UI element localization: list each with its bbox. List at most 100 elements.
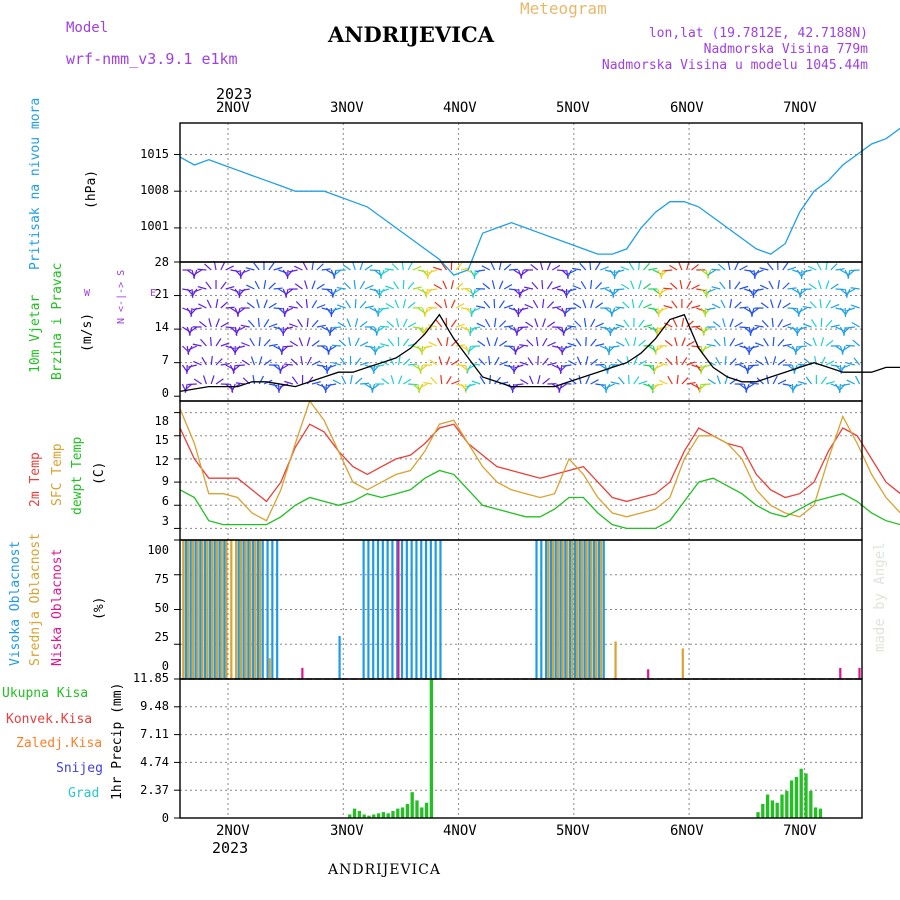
wind-barb: [759, 267, 769, 271]
wind-barb: [351, 261, 356, 271]
wind-barb: [283, 363, 293, 366]
wind-barb: [359, 361, 369, 366]
wind-barb: [825, 360, 835, 366]
wind-barb: [354, 377, 363, 385]
wind-barb: [546, 281, 553, 290]
wind-barb: [321, 268, 331, 271]
wind-barb: [744, 269, 754, 273]
wind-barb: [847, 269, 856, 277]
wind-barb: [755, 269, 764, 275]
wind-barb: [595, 302, 604, 309]
wind-barb: [237, 307, 246, 314]
precip-bar: [362, 814, 366, 818]
wind-barb: [380, 360, 390, 366]
x-label-top-2nov: 2NOV: [216, 100, 250, 116]
wind-barb: [209, 336, 212, 347]
wind-barb: [333, 269, 342, 277]
wind-barb: [600, 266, 609, 271]
high-cloud-bar: [242, 540, 245, 679]
wind-barb: [658, 362, 668, 366]
wind-barb: [782, 262, 789, 271]
wind-barb: [719, 281, 726, 290]
precip-bar: [405, 803, 410, 818]
high-cloud-bar: [420, 540, 423, 679]
precip-legend-conv: Konvek.Kisa: [6, 712, 93, 727]
wind-barb: [189, 326, 198, 333]
wind-barb: [782, 323, 792, 328]
mid-cloud-bar: [225, 540, 228, 679]
wind-barb: [380, 288, 390, 293]
wind-barb: [663, 269, 673, 272]
series-layer: [179, 127, 900, 818]
high-cloud-bar: [208, 540, 212, 679]
wind-barb: [263, 319, 270, 328]
wind-barb: [182, 288, 192, 292]
wind-barb: [353, 279, 356, 290]
wind-barb: [191, 288, 198, 297]
wind-barb: [696, 288, 706, 292]
wind-barb: [412, 286, 422, 290]
wind-barb: [582, 299, 587, 309]
wind-barb: [494, 337, 499, 347]
wind-barb: [204, 263, 212, 271]
wind-barb: [225, 265, 234, 271]
wind-barb: [750, 326, 760, 332]
wind-barb: [850, 287, 860, 290]
wind-barb: [316, 283, 325, 290]
wind-barb: [304, 280, 308, 290]
wind-barb: [520, 269, 529, 276]
wind-barb: [615, 323, 625, 328]
wind-barb: [769, 299, 774, 309]
wind-barb: [713, 338, 721, 347]
high-cloud-bar: [583, 540, 586, 679]
wind-barb: [187, 364, 197, 368]
wind-barb: [268, 383, 278, 387]
wind-barb: [720, 299, 726, 309]
wind-barb: [816, 261, 822, 271]
wind-barb: [825, 339, 834, 347]
wind-barb: [705, 288, 712, 298]
temp-tick-15: 15: [154, 433, 169, 447]
wind-barb: [215, 358, 223, 366]
x-label-top-7nov: 7NOV: [783, 100, 817, 116]
wind-barb: [686, 261, 690, 271]
wind-barb: [611, 307, 620, 314]
wind-barb: [471, 307, 481, 313]
wind-barb: [595, 383, 605, 386]
wind-barb: [691, 263, 699, 271]
wind-barb: [256, 299, 260, 309]
wind-barb: [374, 345, 380, 355]
wind-barb: [777, 318, 784, 328]
wind-barb: [197, 285, 207, 290]
wind-barb: [638, 299, 644, 309]
wind-barb: [656, 326, 659, 337]
wind-barb: [428, 341, 438, 347]
panel-frames: [174, 122, 863, 819]
wind-barb: [711, 268, 721, 271]
wind-barb: [407, 322, 417, 328]
wind-tick-14: 14: [154, 320, 169, 334]
wind-barb: [842, 345, 851, 352]
high-cloud-bar: [424, 540, 428, 679]
wind-barb: [402, 299, 407, 309]
wind-barb: [386, 320, 395, 328]
wind-barb: [846, 379, 856, 385]
wind-barb: [407, 301, 416, 309]
mid-cloud-bar: [211, 540, 214, 679]
wind-barb: [206, 299, 212, 309]
wind-barb: [311, 360, 321, 366]
wind-barb: [476, 305, 486, 309]
dewpt-temp-line: [179, 469, 900, 530]
wind-barb: [503, 304, 513, 309]
wind-barb: [343, 282, 351, 290]
wind-barb: [198, 303, 207, 309]
wind-barb: [220, 362, 230, 366]
high-cloud-bar: [261, 540, 264, 679]
wind-barb: [638, 359, 647, 366]
mid-cloud-bar: [576, 540, 579, 679]
wind-barb: [624, 337, 630, 347]
precip-tick-948: 9.48: [140, 699, 169, 713]
wind-barb: [722, 318, 726, 328]
high-cloud-bar: [540, 540, 543, 679]
mid-cloud-bar: [259, 540, 262, 679]
